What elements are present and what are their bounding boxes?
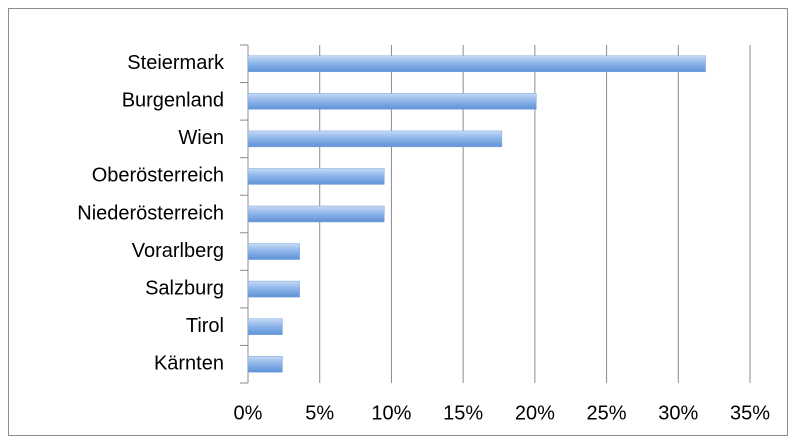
y-tick-label: Salzburg <box>145 277 224 299</box>
y-tick-label: Steiermark <box>127 52 225 74</box>
y-tick-label: Tirol <box>186 315 224 337</box>
bar <box>247 355 283 373</box>
bar <box>247 130 503 148</box>
chart-frame <box>8 8 788 436</box>
bar <box>247 318 283 335</box>
x-tick-label: 20% <box>515 402 555 424</box>
x-tick-label: 10% <box>371 402 411 424</box>
y-tick-label: Vorarlberg <box>132 240 224 262</box>
y-tick-label: Kärnten <box>154 353 224 375</box>
x-tick-label: 0% <box>234 402 263 424</box>
y-tick-label: Niederösterreich <box>77 202 224 224</box>
y-tick-label: Burgenland <box>122 90 224 112</box>
x-tick-label: 25% <box>587 402 627 424</box>
bar <box>247 243 300 260</box>
bar <box>247 55 706 73</box>
x-tick-label: 30% <box>658 402 698 424</box>
bar <box>247 205 385 223</box>
bar <box>247 168 385 185</box>
x-tick-label: 15% <box>443 402 483 424</box>
x-tick-label: 35% <box>730 402 770 424</box>
bar <box>247 93 537 110</box>
y-tick-label: Wien <box>178 127 224 149</box>
bar <box>247 280 300 298</box>
x-tick-label: 5% <box>305 402 334 424</box>
y-tick-label: Oberösterreich <box>92 165 224 187</box>
